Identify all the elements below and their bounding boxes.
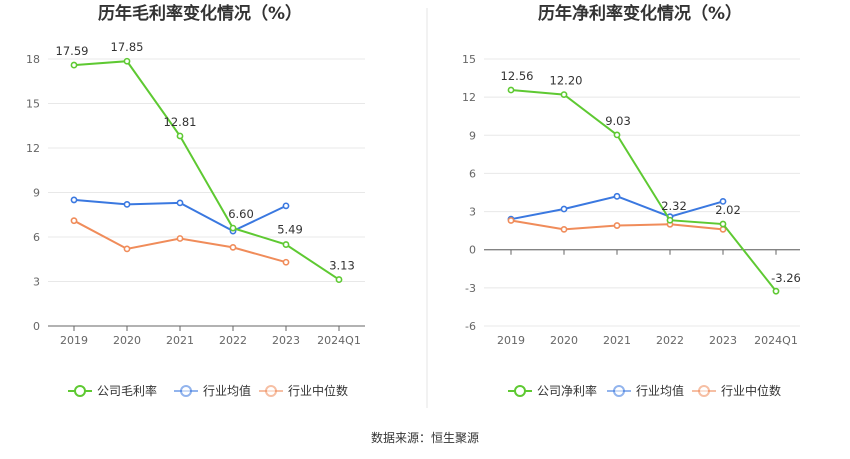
legend-marker	[698, 385, 710, 397]
x-tick-label: 2024Q1	[754, 334, 798, 347]
x-tick-label: 2020	[113, 334, 141, 347]
source-note: 数据来源：恒生聚源	[371, 430, 479, 445]
legend-label: 行业中位数	[288, 383, 348, 398]
data-label: 17.59	[56, 44, 89, 58]
data-point	[282, 202, 290, 210]
data-point	[613, 131, 621, 139]
y-tick-label: 12	[462, 91, 476, 104]
data-point	[560, 225, 568, 233]
y-tick-label: 6	[469, 167, 476, 180]
chart-title: 历年净利率变化情况（%）	[538, 3, 742, 24]
data-point	[507, 86, 515, 94]
data-point	[176, 132, 184, 140]
data-point	[335, 276, 343, 283]
data-point	[507, 217, 515, 224]
data-point	[613, 192, 621, 200]
x-tick-label: 2023	[272, 334, 300, 347]
y-tick-label: 3	[33, 276, 40, 289]
y-tick-label: 9	[469, 129, 476, 142]
net-margin-chart: 历年净利率变化情况（%） -6 -3 0 3 6 9 12 15 2019 2020 2021 2022…	[462, 3, 801, 398]
data-point	[123, 200, 131, 208]
y-tick-label: 9	[33, 187, 40, 200]
data-point	[282, 258, 290, 266]
y-tick-label: 0	[469, 244, 476, 257]
data-point	[123, 57, 131, 65]
y-tick-label: 18	[26, 53, 40, 66]
x-tick-label: 2023	[709, 334, 737, 347]
legend-marker	[514, 385, 526, 397]
data-point	[560, 205, 568, 213]
x-tick-label: 2021	[166, 334, 194, 347]
x-tick-label: 2020	[550, 334, 578, 347]
data-point	[719, 197, 727, 205]
data-label: 2.32	[661, 199, 687, 213]
legend-marker	[74, 385, 86, 397]
data-label: 2.02	[715, 203, 741, 217]
data-point	[613, 222, 621, 229]
series-line	[73, 60, 340, 281]
data-point	[282, 241, 290, 248]
data-label: 3.13	[329, 259, 355, 273]
data-point	[772, 287, 780, 295]
data-point	[666, 216, 674, 224]
y-tick-label: -6	[465, 320, 476, 333]
y-tick-label: 3	[469, 206, 476, 219]
legend-label: 行业中位数	[721, 383, 781, 398]
data-point	[719, 220, 727, 228]
data-point	[229, 224, 237, 232]
gross-margin-chart: 历年毛利率变化情况（%） 0 3 6 9 12 15 18 2019 2020 2021 2022 20…	[26, 3, 365, 398]
data-point	[70, 61, 78, 69]
x-tick-label: 2022	[656, 334, 684, 347]
legend-marker	[613, 385, 625, 397]
data-point	[123, 245, 131, 253]
chart-title: 历年毛利率变化情况（%）	[98, 3, 302, 24]
x-tick-label: 2021	[603, 334, 631, 347]
y-tick-label: 12	[26, 142, 40, 155]
legend-marker	[265, 385, 277, 397]
y-tick-label: 15	[462, 53, 476, 66]
data-label: 6.60	[228, 207, 254, 221]
data-label: 9.03	[605, 114, 631, 128]
x-tick-label: 2019	[497, 334, 525, 347]
data-point	[176, 199, 184, 207]
legend-marker	[180, 385, 192, 397]
data-point	[229, 243, 237, 251]
series-line	[510, 89, 777, 292]
legend-label: 行业均值	[636, 383, 684, 398]
legend-label: 行业均值	[203, 383, 251, 398]
data-label: -3.26	[771, 271, 801, 285]
data-label: 12.20	[550, 74, 583, 88]
y-tick-label: 15	[26, 98, 40, 111]
series-line	[510, 195, 724, 221]
x-tick-label: 2024Q1	[317, 334, 361, 347]
y-tick-label: -3	[465, 282, 476, 295]
data-point	[70, 196, 78, 204]
data-label: 17.85	[111, 40, 144, 54]
data-point	[560, 91, 568, 98]
data-label: 5.49	[277, 223, 303, 237]
y-tick-label: 0	[33, 320, 40, 333]
x-tick-label: 2022	[219, 334, 247, 347]
data-point	[176, 235, 184, 242]
legend-label: 公司净利率	[537, 383, 597, 398]
data-label: 12.56	[501, 69, 534, 83]
data-point	[70, 217, 78, 225]
legend-label: 公司毛利率	[97, 383, 157, 398]
y-tick-label: 6	[33, 231, 40, 244]
x-tick-label: 2019	[60, 334, 88, 347]
data-label: 12.81	[164, 115, 197, 129]
